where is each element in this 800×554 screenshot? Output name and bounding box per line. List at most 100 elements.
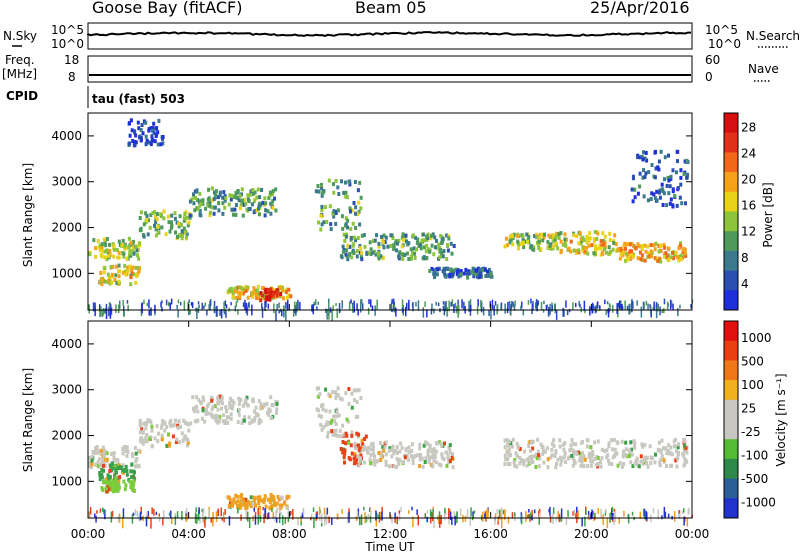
data-cell-power (572, 233, 576, 238)
data-cell-vel (549, 455, 553, 460)
data-cell-power (487, 267, 491, 272)
data-cell-power (624, 246, 627, 251)
data-cell-power (582, 238, 586, 243)
data-cell-vel (271, 494, 275, 499)
data-cell-vel (570, 438, 574, 443)
data-cell-vel (505, 438, 509, 443)
data-cell-vel (237, 407, 241, 412)
data-cell-power (238, 294, 242, 299)
data-cell-power (563, 237, 567, 242)
data-cell-power (198, 191, 202, 196)
data-cell-vel (368, 457, 372, 462)
data-cell-power (182, 218, 186, 223)
data-cell-vel (552, 443, 556, 448)
data-cell-power (178, 214, 182, 219)
data-cell-vel (229, 412, 233, 417)
noise-cell-power (507, 301, 509, 311)
data-cell-vel (216, 401, 220, 406)
data-cell-vel (350, 405, 354, 410)
data-cell-vel (101, 445, 105, 450)
data-cell-power (471, 266, 475, 271)
data-cell-power (136, 253, 139, 258)
data-cell-vel (673, 444, 677, 448)
data-cell-power (605, 250, 608, 255)
data-cell-vel (102, 480, 106, 485)
data-cell-power (221, 211, 225, 216)
noise-cell-vel (316, 514, 318, 519)
data-cell-power (340, 255, 344, 260)
noise-cell-power (632, 301, 634, 309)
data-cell-vel (360, 438, 364, 443)
noise-cell-vel (203, 508, 205, 514)
data-cell-power (246, 193, 250, 198)
data-cell-power (107, 275, 111, 280)
noise-cell-vel (181, 511, 183, 521)
data-cell-vel (352, 456, 356, 461)
noise-cell-vel (469, 515, 471, 526)
data-cell-vel (191, 395, 195, 400)
colorbar-segment-vel (724, 360, 738, 381)
noise-cell-power (554, 303, 556, 314)
noise-cell-vel (186, 512, 189, 521)
data-cell-power (271, 292, 275, 297)
noise-cell-vel (459, 508, 462, 516)
data-cell-vel (138, 430, 142, 435)
data-cell-power (208, 213, 212, 218)
noise-cell-vel (328, 516, 330, 523)
data-cell-vel (180, 431, 184, 436)
data-cell-vel (589, 456, 593, 461)
data-cell-vel (228, 497, 232, 502)
noise-cell-vel (398, 513, 401, 521)
colorbar-segment-power (724, 191, 738, 212)
data-cell-power (521, 240, 525, 245)
data-cell-power (682, 172, 686, 176)
data-cell-vel (387, 448, 391, 453)
data-cell-vel (642, 458, 646, 463)
data-cell-power (105, 237, 109, 241)
data-cell-power (516, 239, 520, 244)
data-cell-power (345, 195, 349, 200)
data-cell-vel (124, 483, 128, 488)
data-cell-power (192, 192, 195, 197)
data-cell-vel (274, 399, 278, 404)
data-cell-power (152, 130, 156, 135)
data-cell-power (230, 193, 234, 198)
data-cell-power (263, 196, 267, 201)
noise-cell-power (537, 300, 539, 305)
data-cell-power (577, 241, 581, 246)
data-cell-power (244, 201, 248, 206)
data-cell-vel (545, 446, 549, 451)
data-cell-vel (522, 462, 526, 467)
noise-cell-power (265, 301, 267, 308)
data-cell-power (262, 296, 266, 301)
data-cell-vel (230, 399, 234, 403)
data-cell-vel (200, 416, 204, 421)
data-cell-vel (168, 420, 172, 425)
data-cell-vel (589, 459, 593, 464)
data-cell-power (201, 201, 205, 206)
data-cell-vel (569, 443, 573, 448)
noise-cell-vel (449, 511, 452, 520)
noise-cell-vel (507, 516, 510, 524)
noise-cell-power (234, 305, 237, 312)
data-cell-vel (552, 438, 556, 443)
data-cell-vel (118, 475, 122, 480)
data-cell-power (663, 177, 666, 182)
data-cell-vel (98, 477, 102, 482)
noise-cell-power (285, 309, 287, 321)
noise-cell-power (109, 308, 112, 319)
data-cell-power (601, 239, 605, 244)
noise-cell-vel (581, 517, 583, 527)
data-cell-vel (564, 460, 568, 464)
data-cell-power (154, 220, 158, 225)
data-cell-power (599, 239, 603, 244)
data-cell-vel (275, 407, 279, 412)
data-cell-power (94, 254, 98, 259)
data-cell-vel (621, 454, 625, 459)
data-cell-vel (242, 418, 246, 423)
data-cell-vel (558, 444, 562, 449)
data-cell-power (657, 159, 661, 164)
data-cell-power (271, 205, 275, 210)
data-cell-power (575, 234, 579, 239)
data-cell-power (344, 216, 348, 221)
